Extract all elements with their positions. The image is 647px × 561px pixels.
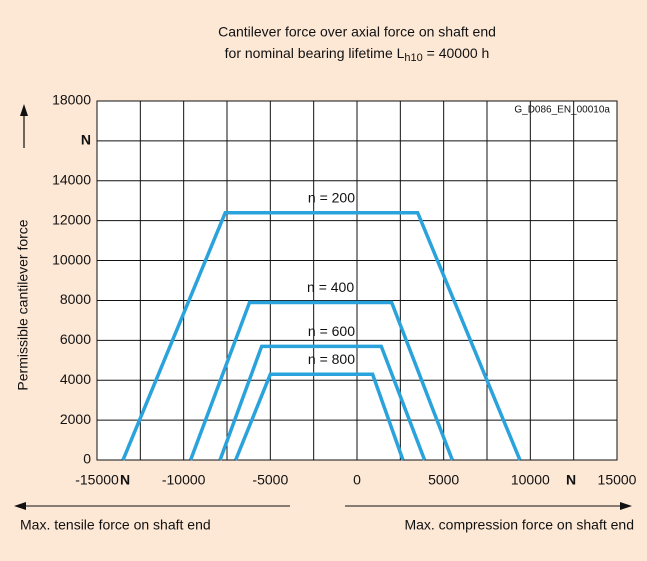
annotation: G_D086_EN_00010a: [514, 105, 610, 116]
subtitle-part: for nominal bearing lifetime L: [225, 45, 405, 61]
x-tick-label: 10000: [511, 472, 550, 488]
subtitle-sub: h10: [404, 52, 422, 64]
y-axis-label: Permissible cantilever force: [15, 219, 31, 390]
left-arrow-head: [14, 502, 26, 510]
series-line: [188, 300, 454, 461]
chart-subtitle: for nominal bearing lifetime Lh10 = 4000…: [225, 45, 490, 64]
x-unit: N: [566, 472, 576, 488]
series-line: [218, 344, 427, 461]
y-tick-label: 10000: [52, 251, 91, 267]
series-label: n = 600: [308, 323, 355, 339]
x-tick-label: 5000: [428, 472, 459, 488]
series-label: n = 800: [308, 351, 355, 367]
y-tick-label: 8000: [60, 291, 91, 307]
y-tick-label: 0: [83, 451, 91, 467]
x-unit: N: [120, 472, 130, 488]
x-tick-label: 15000: [598, 472, 637, 488]
right-arrow-head: [620, 502, 632, 510]
y-arrow-head: [20, 104, 28, 116]
y-tick-label: 4000: [60, 371, 91, 387]
y-tick-label: 6000: [60, 331, 91, 347]
series-label: n = 400: [307, 279, 354, 295]
y-tick-label: 12000: [52, 211, 91, 227]
chart-title: Cantilever force over axial force on sha…: [218, 24, 496, 40]
series-label: n = 200: [308, 189, 355, 205]
x-label-right: Max. compression force on shaft end: [404, 517, 634, 533]
y-tick-label: N: [81, 132, 91, 148]
subtitle-part: = 40000 h: [423, 45, 490, 61]
x-tick-label: -5000: [252, 472, 288, 488]
y-tick-label: 14000: [52, 171, 91, 187]
x-tick-label: -10000: [162, 472, 206, 488]
series-line: [234, 372, 405, 461]
x-label-left: Max. tensile force on shaft end: [20, 517, 211, 533]
series-line: [121, 210, 522, 461]
y-tick-label: 18000: [52, 92, 91, 108]
x-tick-label: 0: [353, 472, 361, 488]
y-tick-label: 2000: [60, 411, 91, 427]
x-tick-label: -15000: [75, 472, 119, 488]
